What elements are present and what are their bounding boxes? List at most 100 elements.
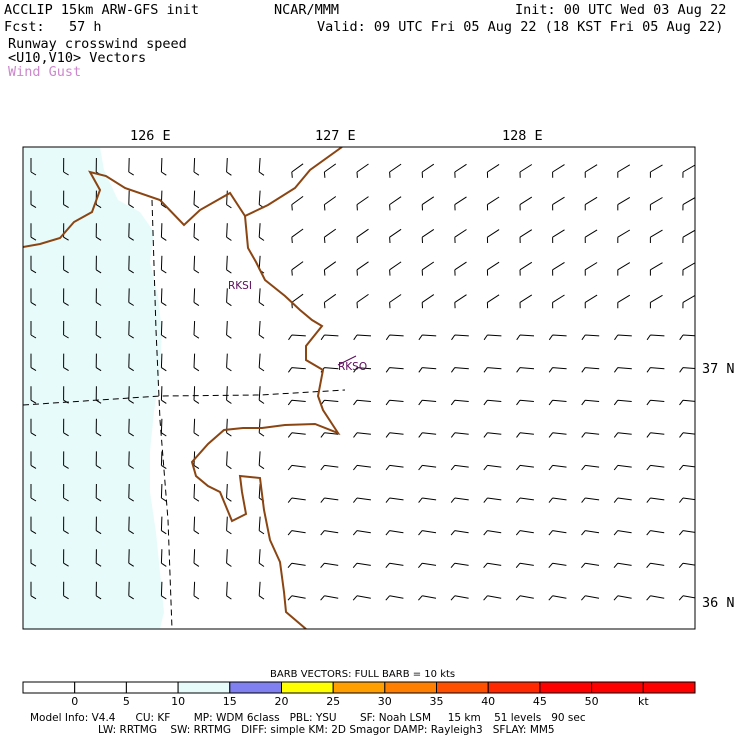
wind-barb xyxy=(258,451,265,470)
wind-barb xyxy=(30,158,37,176)
wind-barb xyxy=(63,157,69,176)
colorbar-swatch xyxy=(642,681,696,694)
wind-barb xyxy=(584,262,598,276)
wind-barb xyxy=(385,432,404,438)
wind-barb xyxy=(385,464,404,471)
wind-barb xyxy=(320,334,339,341)
wind-barb xyxy=(581,334,600,341)
wind-barb xyxy=(581,432,600,438)
wind-barb xyxy=(63,581,69,600)
wind-barb xyxy=(646,399,665,406)
wind-barb xyxy=(258,320,265,339)
colorbar-swatch xyxy=(22,681,76,694)
wind-barb xyxy=(454,196,467,211)
wind-barb xyxy=(193,386,200,404)
wind-barb xyxy=(160,157,167,176)
colorbar-tick-label: 40 xyxy=(481,695,495,708)
wind-barb xyxy=(613,367,632,373)
wind-barb xyxy=(682,197,695,211)
wind-barb xyxy=(95,288,102,306)
wind-barb xyxy=(226,190,232,209)
wind-barb xyxy=(483,595,502,601)
map-frame xyxy=(22,146,696,630)
wind-barb xyxy=(63,483,69,502)
wind-barb xyxy=(323,196,337,211)
wind-barb xyxy=(454,163,467,178)
wind-barb xyxy=(552,294,565,309)
wind-barb xyxy=(128,483,134,502)
wind-barb xyxy=(450,399,469,406)
wind-barb xyxy=(552,229,565,244)
wind-barb xyxy=(581,464,600,471)
wind-barb xyxy=(617,196,631,211)
wind-barb xyxy=(128,386,134,404)
wind-barb xyxy=(450,497,469,503)
lon-label-126e: 126 E xyxy=(130,128,171,144)
wind-barb xyxy=(483,464,502,471)
wind-barb xyxy=(548,464,567,471)
wind-barb xyxy=(450,595,469,601)
field-label-crosswind: Runway crosswind speed xyxy=(8,36,187,52)
wind-barb xyxy=(30,288,37,306)
wind-barb xyxy=(287,367,306,373)
wind-barb xyxy=(613,464,632,471)
lat-label-37n: 37 N xyxy=(702,361,735,377)
wind-barb xyxy=(353,399,371,406)
wind-barb xyxy=(385,497,404,503)
wind-barb xyxy=(258,581,265,600)
lon-label-128e: 128 E xyxy=(502,128,543,144)
wind-barb xyxy=(128,320,134,339)
wind-barb xyxy=(95,581,102,600)
wind-barb xyxy=(515,530,534,536)
wind-barb xyxy=(389,294,402,309)
wind-barb xyxy=(418,432,437,438)
wind-barb xyxy=(389,163,402,178)
wind-barb xyxy=(63,549,69,567)
wind-barb xyxy=(646,497,665,503)
wind-barb xyxy=(63,190,69,209)
wind-barb xyxy=(320,562,339,569)
wind-barb xyxy=(450,562,469,569)
wind-barb xyxy=(30,353,37,372)
wind-barb xyxy=(584,196,598,211)
wind-barb xyxy=(584,164,598,178)
wind-barb xyxy=(193,255,200,274)
wind-barb xyxy=(356,228,369,244)
wind-barb xyxy=(418,595,437,601)
wind-barb xyxy=(353,432,371,438)
wind-barb xyxy=(30,190,37,209)
wind-barb xyxy=(226,288,232,307)
colorbar-tick-label: 20 xyxy=(275,695,289,708)
wind-barb xyxy=(548,367,567,373)
colorbar-tick-label: 50 xyxy=(585,695,599,708)
wind-barb xyxy=(385,595,404,601)
wind-barb xyxy=(193,157,200,176)
wind-barb xyxy=(193,288,200,307)
colorbar-tick-label: 25 xyxy=(326,695,340,708)
wind-barb xyxy=(128,157,134,176)
wind-barb xyxy=(63,516,69,535)
wind-barb xyxy=(63,288,69,306)
wind-barb xyxy=(128,516,134,535)
wind-barb xyxy=(30,321,37,339)
wind-barb xyxy=(617,294,631,309)
valid-time: Valid: 09 UTC Fri 05 Aug 22 (18 KST Fri … xyxy=(317,19,724,35)
wind-barb xyxy=(258,549,265,567)
colorbar-tick-label: kt xyxy=(638,695,649,708)
wind-barb xyxy=(548,399,567,406)
wind-barb xyxy=(646,464,665,471)
wind-barb xyxy=(418,399,437,406)
station-label-rkso: RKSO xyxy=(338,361,367,373)
wind-barb xyxy=(30,451,37,469)
field-label-gust: Wind Gust xyxy=(8,64,82,80)
wind-barb xyxy=(613,432,632,438)
wind-barb xyxy=(128,255,134,274)
wind-barb xyxy=(385,530,404,536)
wind-barb xyxy=(646,432,665,438)
wind-barb xyxy=(649,197,663,211)
model-info-line1: Model Info: V4.4 CU: KF MP: WDM 6class P… xyxy=(30,712,586,724)
wind-barb xyxy=(30,549,37,567)
colorbar-swatch xyxy=(177,681,231,694)
wind-barb xyxy=(519,164,533,178)
wind-barb xyxy=(258,353,265,372)
